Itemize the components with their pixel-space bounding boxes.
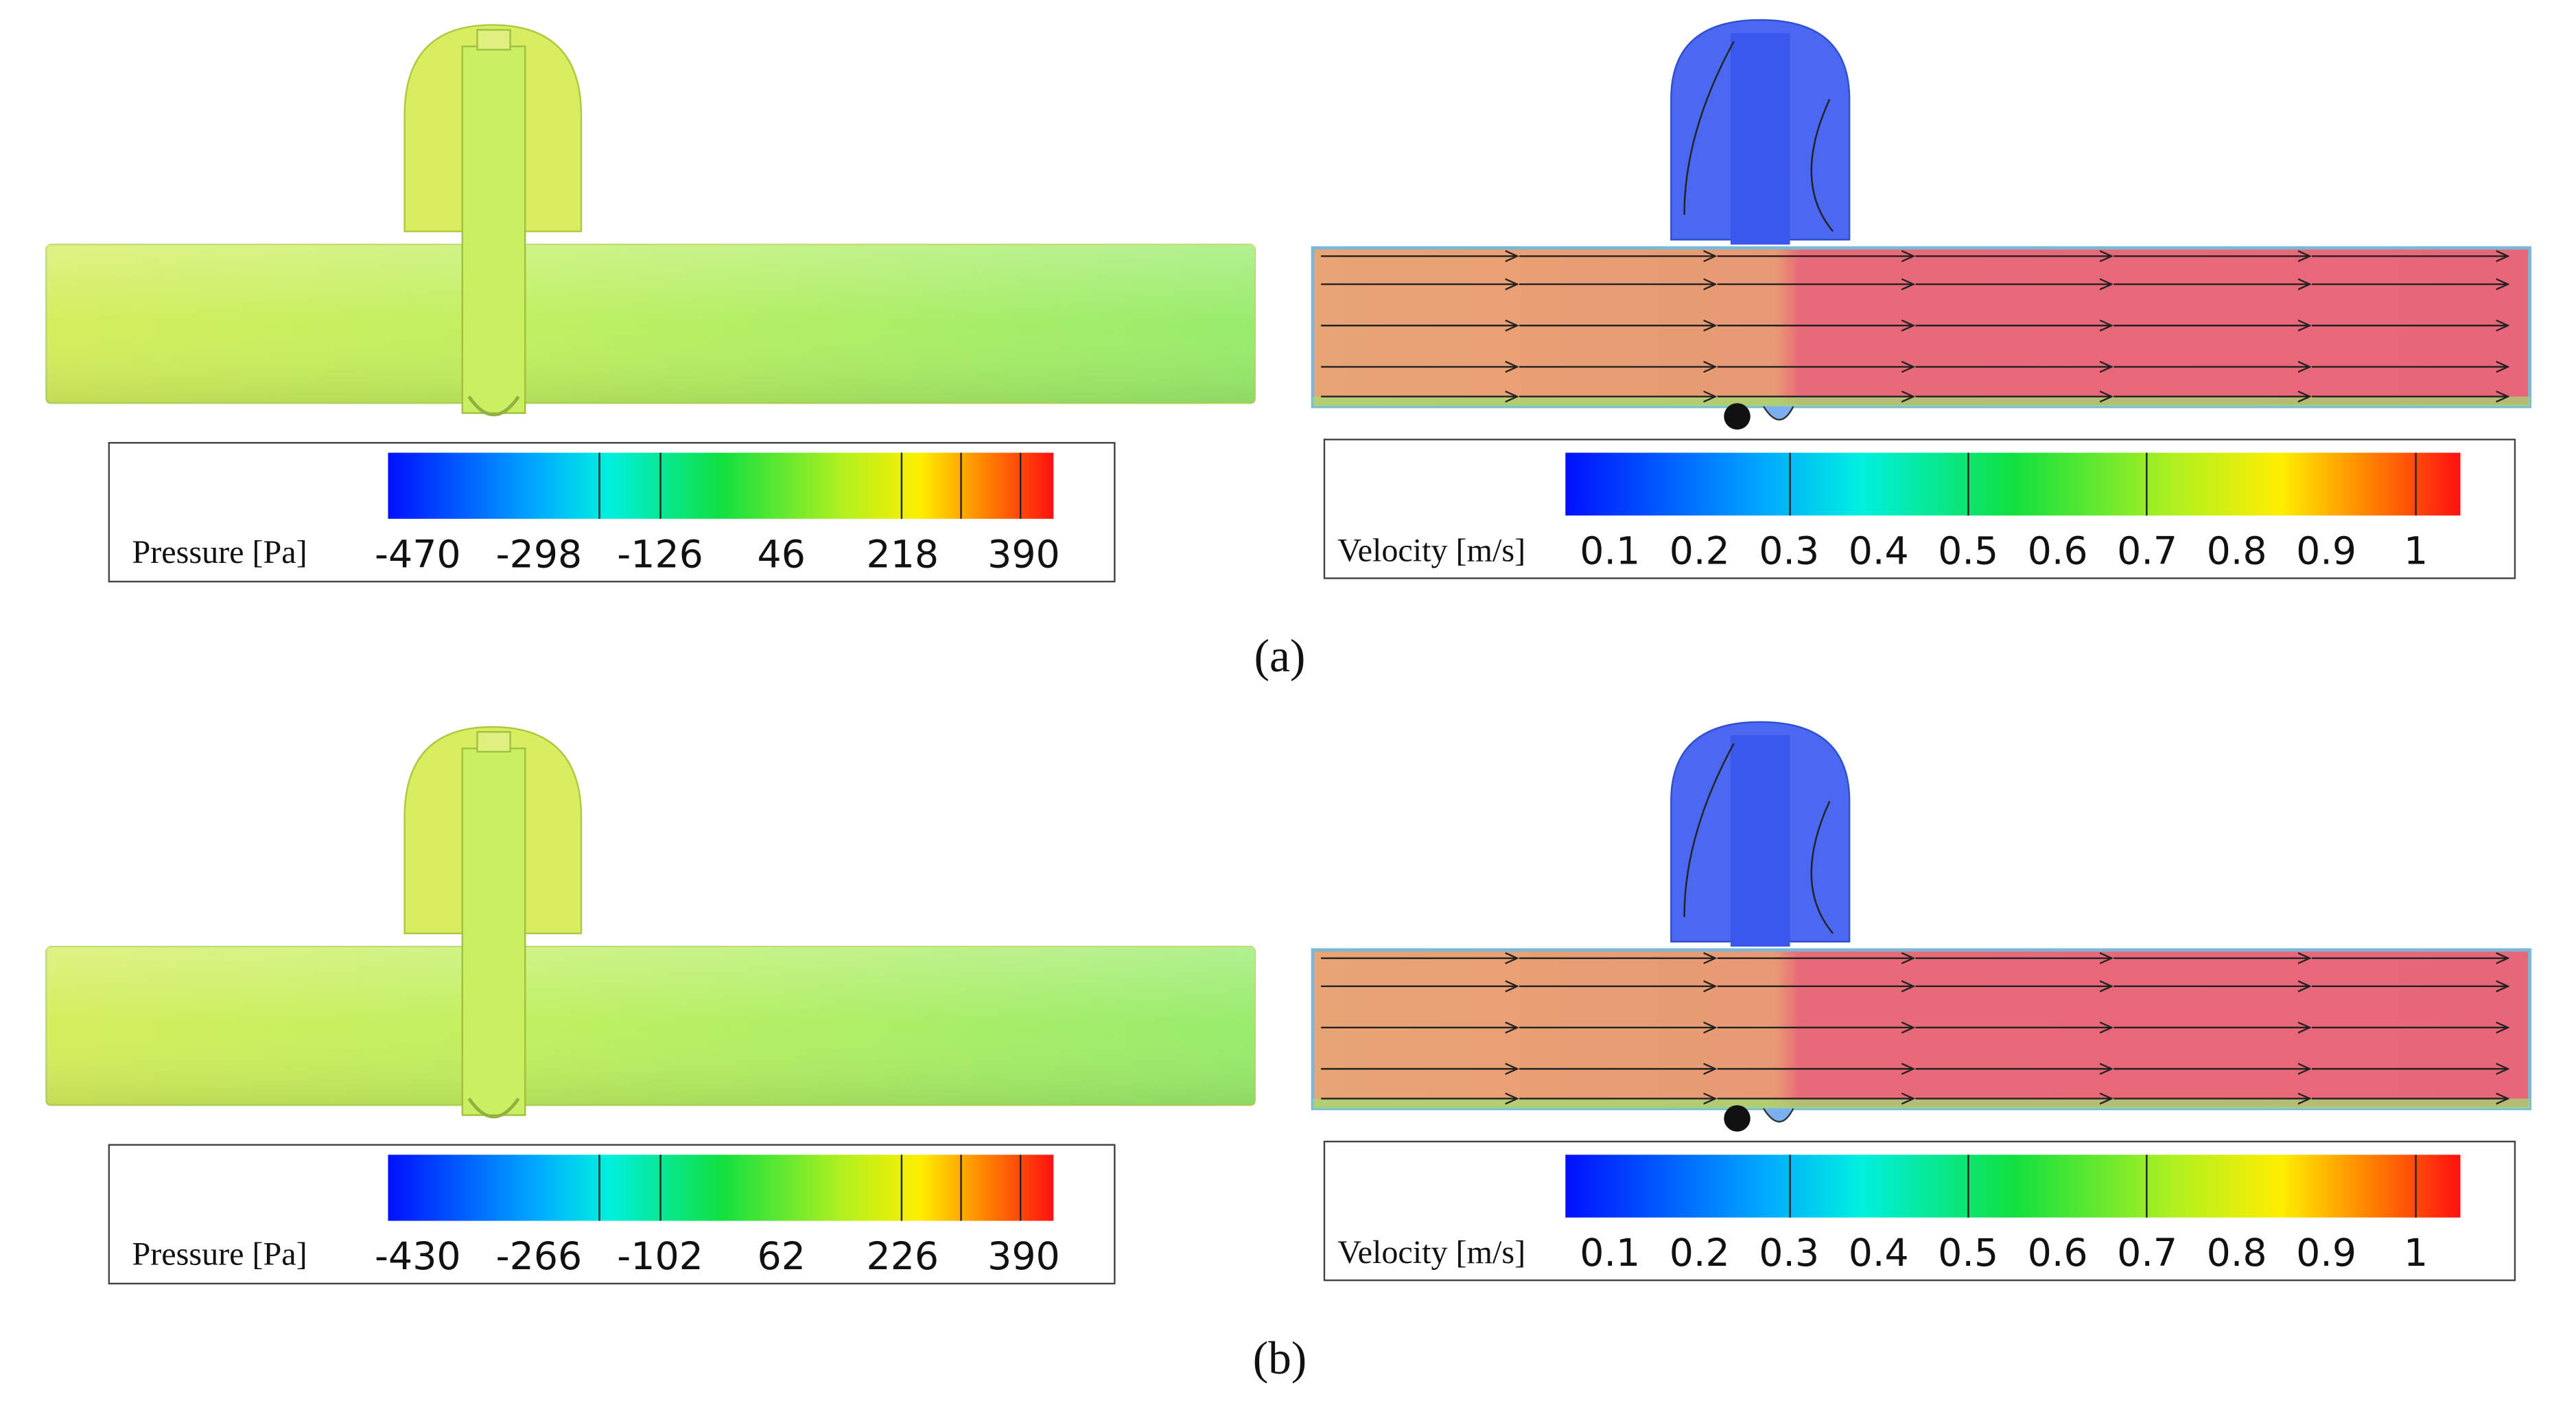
panel: Pressure [Pa] -470 -298 -126 46 218 390 Velocit… xyxy=(45,19,2532,682)
wall-layer xyxy=(1313,1098,2530,1109)
legend-tick: -266 xyxy=(496,1235,583,1279)
legend-tick: 0.9 xyxy=(2296,529,2356,573)
legend-tick: 0.2 xyxy=(1670,529,1730,573)
legend-tick: 226 xyxy=(867,1235,939,1279)
colorbar xyxy=(388,1155,1054,1221)
legend-tick: -430 xyxy=(375,1235,461,1279)
legend-tick: 0.9 xyxy=(2296,1231,2356,1275)
legend-tick: -102 xyxy=(617,1235,703,1279)
pipe-shade xyxy=(46,244,1255,404)
stem-top xyxy=(476,731,511,753)
nozzle xyxy=(1763,406,1794,421)
colorbar xyxy=(388,452,1054,519)
streamline xyxy=(1683,40,1735,216)
streamline xyxy=(1810,99,1834,232)
legend-tick: 0.7 xyxy=(2117,1231,2177,1275)
velocity-stem xyxy=(1730,735,1790,947)
stem-tip xyxy=(467,395,520,417)
legend-tick: 46 xyxy=(758,533,806,577)
panel: Pressure [Pa] -430 -266 -102 62 226 390 Velocit… xyxy=(45,721,2532,1384)
nozzle xyxy=(1763,1108,1794,1123)
legend-tick: 218 xyxy=(867,533,939,577)
pipe-shade xyxy=(46,947,1255,1106)
legend-tick: 0.4 xyxy=(1849,1231,1909,1275)
legend-tick: 390 xyxy=(987,1235,1060,1279)
legend-tick: 0.4 xyxy=(1849,529,1909,573)
legend-label: Velocity [m/s] xyxy=(1337,1234,1525,1271)
colorbar xyxy=(1565,1155,2461,1218)
legend-tick: 0.6 xyxy=(2028,529,2088,573)
legend-tick: 1 xyxy=(2404,529,2428,573)
legend-tick: 62 xyxy=(758,1235,806,1279)
legend-tick: -470 xyxy=(375,533,461,577)
particle xyxy=(1724,1105,1750,1132)
pressure-stem xyxy=(461,45,526,414)
legend-label: Pressure [Pa] xyxy=(132,1236,307,1273)
legend-tick: 0.1 xyxy=(1580,1231,1640,1275)
legend-tick: 1 xyxy=(2404,1231,2428,1275)
legend-label: Velocity [m/s] xyxy=(1337,532,1525,568)
legend-tick: 0.5 xyxy=(1938,529,1998,573)
legend-tick: 0.3 xyxy=(1759,529,1819,573)
legend-tick: 390 xyxy=(987,533,1060,577)
particle xyxy=(1724,403,1750,430)
legend-tick: 0.1 xyxy=(1580,529,1640,573)
legend-tick: 0.7 xyxy=(2117,529,2177,573)
streamline xyxy=(1810,800,1834,934)
colorbar xyxy=(1565,452,2461,516)
legend-tick: 0.8 xyxy=(2207,1231,2267,1275)
velocity-pipe xyxy=(1311,246,2532,408)
legend-tick: -298 xyxy=(496,533,583,577)
legend-tick: 0.3 xyxy=(1759,1231,1819,1275)
legend-label: Pressure [Pa] xyxy=(132,534,307,570)
caption: (b) xyxy=(1253,1332,1307,1384)
stem-top xyxy=(476,29,511,51)
velocity-stem xyxy=(1730,33,1790,245)
velocity-pipe xyxy=(1311,948,2532,1111)
caption: (a) xyxy=(1254,630,1306,682)
wall-layer xyxy=(1313,396,2530,407)
pressure-stem xyxy=(461,748,526,1116)
legend-tick: 0.2 xyxy=(1670,1231,1730,1275)
streamline xyxy=(1683,743,1735,917)
stem-tip xyxy=(467,1098,520,1119)
legend-tick: 0.6 xyxy=(2028,1231,2088,1275)
legend-tick: 0.8 xyxy=(2207,529,2267,573)
legend-tick: -126 xyxy=(617,533,703,577)
legend-tick: 0.5 xyxy=(1938,1231,1998,1275)
